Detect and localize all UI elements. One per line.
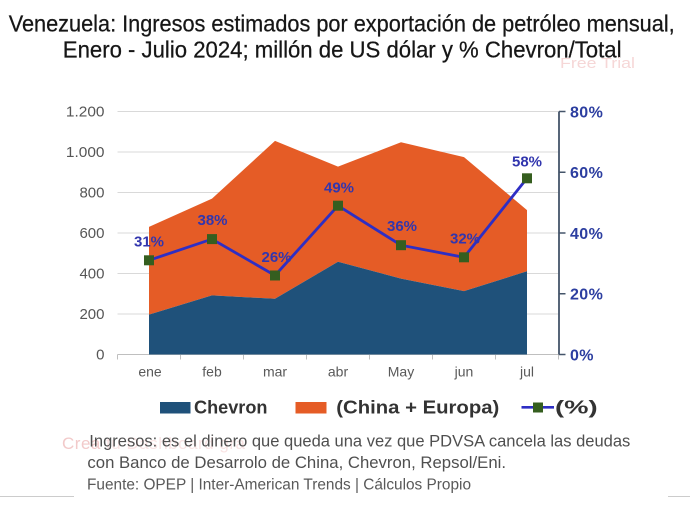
svg-text:Venezuela: Ingresos estimados: Venezuela: Ingresos estimados por export… bbox=[9, 11, 675, 37]
svg-text:Chevron: Chevron bbox=[194, 398, 268, 418]
svg-text:600: 600 bbox=[79, 225, 104, 242]
svg-text:32%: 32% bbox=[450, 231, 480, 248]
svg-text:jun: jun bbox=[454, 364, 474, 380]
svg-text:40%: 40% bbox=[570, 226, 603, 243]
svg-text:1.200: 1.200 bbox=[66, 104, 105, 121]
svg-text:38%: 38% bbox=[197, 212, 227, 229]
svg-text:200: 200 bbox=[79, 306, 104, 323]
svg-text:Free Trial: Free Trial bbox=[560, 55, 635, 72]
svg-text:1.000: 1.000 bbox=[66, 144, 105, 161]
svg-text:May: May bbox=[388, 364, 414, 380]
svg-text:Enero - Julio 2024; millón de: Enero - Julio 2024; millón de US dólar y… bbox=[63, 37, 622, 63]
svg-text:0%: 0% bbox=[570, 347, 594, 364]
svg-text:20%: 20% bbox=[570, 287, 603, 304]
svg-text:Fuente: OPEP | Inter-American: Fuente: OPEP | Inter-American Trends | C… bbox=[87, 477, 471, 494]
svg-text:0: 0 bbox=[96, 347, 104, 364]
svg-text:jul: jul bbox=[519, 364, 534, 380]
svg-text:49%: 49% bbox=[324, 180, 354, 197]
svg-text:800: 800 bbox=[79, 185, 104, 202]
svg-text:26%: 26% bbox=[261, 249, 291, 266]
svg-text:feb: feb bbox=[202, 364, 222, 380]
svg-text:mar: mar bbox=[263, 364, 287, 380]
svg-text:Crea tu Dashboard gra: Crea tu Dashboard gra bbox=[62, 434, 245, 453]
svg-text:(China + Europa): (China + Europa) bbox=[336, 398, 499, 418]
svg-text:abr: abr bbox=[328, 364, 349, 380]
svg-text:(%): (%) bbox=[555, 398, 598, 418]
svg-text:36%: 36% bbox=[387, 218, 417, 235]
svg-text:60%: 60% bbox=[570, 165, 603, 182]
svg-text:Ingresos: es el dinero que que: Ingresos: es el dinero que queda una vez… bbox=[89, 433, 630, 451]
svg-text:400: 400 bbox=[79, 266, 104, 283]
svg-text:80%: 80% bbox=[570, 104, 603, 121]
svg-text:con Banco de Desarrolo de Chin: con Banco de Desarrolo de China, Chevron… bbox=[87, 454, 506, 472]
svg-text:ene: ene bbox=[138, 364, 162, 380]
svg-text:31%: 31% bbox=[134, 234, 164, 251]
svg-text:58%: 58% bbox=[512, 153, 542, 170]
